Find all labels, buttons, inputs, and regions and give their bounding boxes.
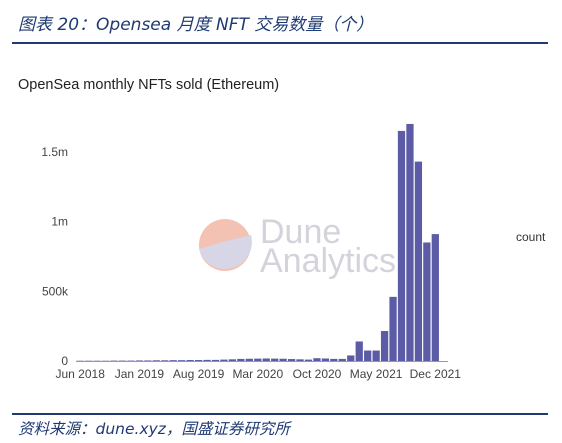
bar-oct-2019 <box>211 359 220 361</box>
y-tick-label: 0 <box>61 354 68 368</box>
x-tick-label: Jun 2018 <box>56 367 106 381</box>
bar-aug-2021 <box>397 130 406 361</box>
bar-apr-2019 <box>161 360 169 361</box>
legend-label: count <box>516 230 546 244</box>
bar-feb-2019 <box>144 360 152 361</box>
x-tick-label: Aug 2019 <box>173 367 225 381</box>
top-rule <box>12 42 548 44</box>
bar-mar-2020 <box>254 358 262 361</box>
chart-title: OpenSea monthly NFTs sold (Ethereum) <box>18 77 280 93</box>
bar-oct-2020 <box>313 358 321 361</box>
watermark-line-2: Analytics <box>260 242 396 280</box>
x-tick-label: May 2021 <box>350 367 403 381</box>
bar-jul-2021 <box>389 296 397 361</box>
x-axis-ticks: Jun 2018 Jan 2019 Aug 2019 Mar 2020 Oct 2020… <box>56 367 462 381</box>
bar-mar-2021 <box>355 341 363 361</box>
bar-jul-2019 <box>186 360 194 361</box>
bar-jan-2020 <box>237 358 245 361</box>
x-tick-label: Dec 2021 <box>410 367 462 381</box>
bar-sep-2020 <box>304 359 313 361</box>
x-tick-label: Mar 2020 <box>232 367 283 381</box>
dune-analytics-watermark: Dune Analytics <box>199 213 396 280</box>
bar-may-2019 <box>169 360 177 361</box>
y-tick-label: 1m <box>51 215 68 229</box>
bar-aug-2019 <box>194 360 203 361</box>
bar-dec-2019 <box>228 359 237 361</box>
bar-jun-2020 <box>279 358 287 361</box>
bar-jun-2021 <box>380 331 389 361</box>
bar-nov-2021 <box>423 242 431 361</box>
bar-apr-2021 <box>364 350 372 361</box>
bar-apr-2020 <box>262 358 270 361</box>
bar-mar-2019 <box>152 360 160 361</box>
bar-jan-2021 <box>338 358 346 361</box>
bar-jan-2019 <box>135 360 144 361</box>
bar-nov-2020 <box>321 358 330 361</box>
x-tick-label: Jan 2019 <box>115 367 165 381</box>
y-tick-label: 1.5m <box>41 145 68 159</box>
y-tick-label: 500k <box>42 284 69 298</box>
y-axis-ticks: 0 500k 1m 1.5m <box>41 145 69 368</box>
bar-dec-2020 <box>330 358 338 361</box>
bar-sep-2019 <box>203 359 211 361</box>
bar-feb-2020 <box>245 358 253 361</box>
bar-may-2021 <box>372 350 380 361</box>
bar-jul-2020 <box>287 359 296 361</box>
bar-aug-2020 <box>296 359 304 361</box>
bar-nov-2019 <box>220 359 228 361</box>
bar-sep-2021 <box>406 123 414 361</box>
bar-feb-2021 <box>347 355 355 361</box>
figure-title: 图表 20：Opensea 月度 NFT 交易数量（个） <box>18 15 374 35</box>
dune-logo-lower-half <box>199 235 252 269</box>
bar-may-2020 <box>271 358 279 361</box>
bar-dec-2021 <box>431 234 439 361</box>
bar-jun-2019 <box>178 360 186 361</box>
bottom-rule <box>12 413 548 415</box>
bar-series <box>76 123 439 361</box>
source-note: 资料来源：dune.xyz，国盛证券研究所 <box>18 420 290 438</box>
bar-oct-2021 <box>414 161 423 361</box>
watermark-line-1: Dune <box>260 213 341 251</box>
x-tick-label: Oct 2020 <box>293 367 342 381</box>
